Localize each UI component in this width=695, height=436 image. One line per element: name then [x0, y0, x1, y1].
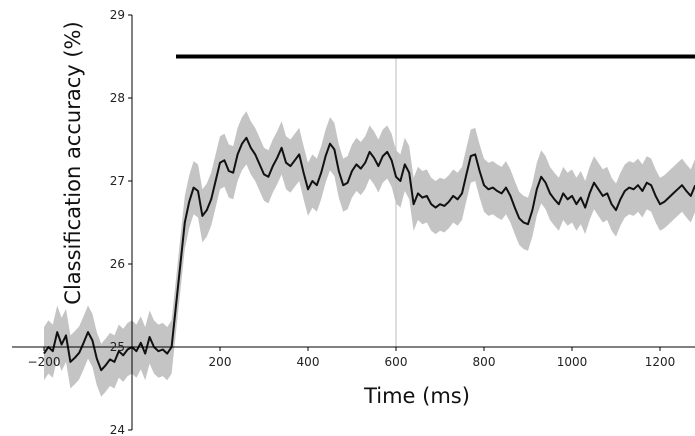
x-tick-label: 400	[297, 355, 320, 369]
x-tick-label: 1200	[645, 355, 676, 369]
y-axis-title: Classification accuracy (%)	[61, 21, 85, 304]
y-tick-label: 26	[110, 257, 125, 271]
y-tick-label: 27	[110, 174, 125, 188]
y-tick-label: 24	[110, 423, 125, 436]
axes-layer	[12, 15, 695, 430]
x-tick-label: 200	[209, 355, 232, 369]
mean-line-layer	[43, 136, 695, 372]
ticks-layer: −200 200 400 600 800 1000 1200 24 25 26 27 28 29	[28, 8, 676, 436]
error-band-layer	[44, 111, 695, 397]
x-tick-label: −200	[28, 355, 61, 369]
y-tick-label: 29	[110, 8, 125, 22]
x-tick-label: 1000	[557, 355, 588, 369]
x-tick-label: 600	[385, 355, 408, 369]
y-tick-label: 25	[110, 340, 125, 354]
x-axis-title: Time (ms)	[363, 384, 470, 408]
error-band	[44, 111, 695, 397]
y-tick-label: 28	[110, 91, 125, 105]
x-tick-label: 800	[473, 355, 496, 369]
mean-accuracy-line	[43, 136, 695, 372]
